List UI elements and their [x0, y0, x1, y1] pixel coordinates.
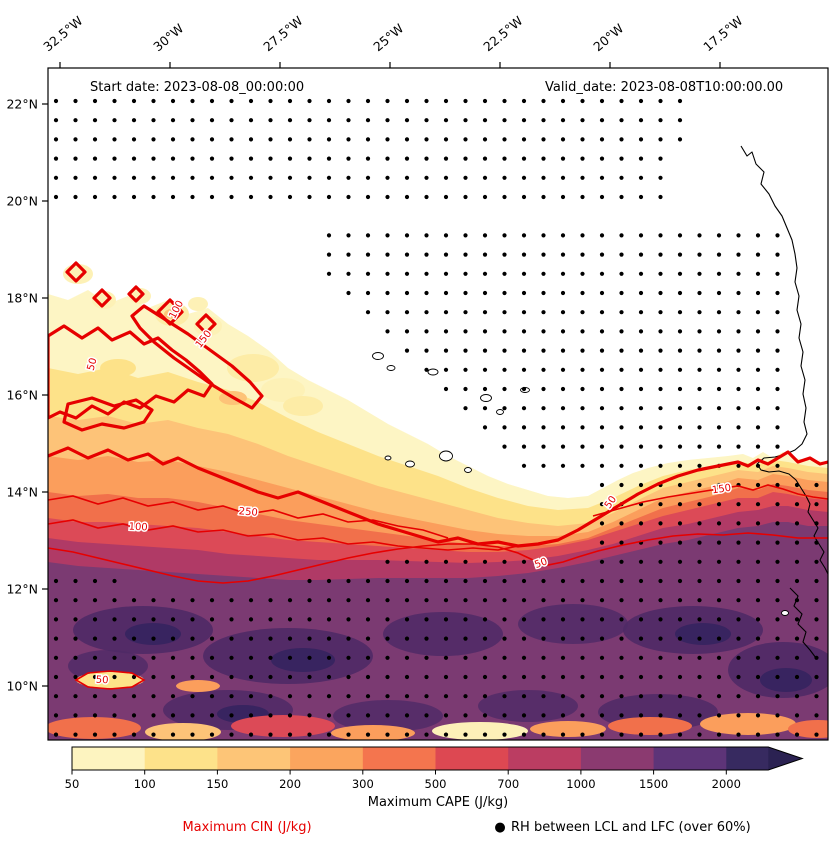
y-tick-label: 22°N: [6, 97, 38, 112]
colorbar-tick-label: 300: [352, 777, 374, 791]
colorbar-tick-label: 100: [134, 777, 156, 791]
colorbar-tick-label: 1500: [639, 777, 668, 791]
cin-contours: [48, 261, 828, 690]
cin-contour-label: 100: [128, 522, 148, 534]
x-tick-label: 27.5°W: [260, 13, 305, 54]
island-outline: [405, 460, 415, 468]
colorbar-tick-label: 700: [497, 777, 519, 791]
cape-field: [48, 264, 828, 740]
island-outline: [464, 467, 472, 473]
colorbar-tick-label: 2000: [712, 777, 741, 791]
colorbar-tick-label: 50: [65, 777, 80, 791]
cin-contour-label: 150: [711, 483, 731, 497]
cin-contour-label: 250: [238, 506, 258, 519]
colorbar-tick-label: 500: [425, 777, 447, 791]
island-outline: [480, 394, 492, 402]
island-outline: [781, 610, 789, 616]
cin-contour-label: 50: [86, 357, 100, 372]
cin-legend-label: Maximum CIN (J/kg): [182, 820, 311, 835]
coastline: [372, 145, 828, 659]
x-tick-label: 20°W: [590, 21, 626, 55]
y-tick-label: 18°N: [6, 291, 38, 306]
colorbar: 50 100 150 200 300 500 700 1000 1500 2000: [65, 746, 804, 791]
colorbar-extend-arrow: [768, 747, 803, 770]
x-tick-label: 17.5°W: [700, 13, 745, 54]
start-date-title: Start date: 2023-08-08_00:00:00: [90, 80, 304, 95]
colorbar-label: Maximum CAPE (J/kg): [368, 795, 508, 810]
y-tick-label: 20°N: [6, 194, 38, 209]
colorbar-tick-label: 150: [206, 777, 228, 791]
y-tick-label: 14°N: [6, 485, 38, 500]
x-tick-label: 25°W: [370, 21, 406, 55]
x-tick-label: 30°W: [150, 21, 186, 55]
valid-date-title: Valid_date: 2023-08-08T10:00:00.00: [545, 80, 783, 95]
y-tick-label: 10°N: [6, 679, 38, 694]
y-tick-label: 12°N: [6, 582, 38, 597]
rh-legend-label: RH between LCL and LFC (over 60%): [511, 820, 751, 835]
x-tick-label: 32.5°W: [40, 13, 85, 54]
cin-contour-label: 50: [95, 675, 108, 687]
rh-stipple-dots: [53, 98, 819, 737]
colorbar-tick-label: 200: [279, 777, 301, 791]
island-outline: [386, 365, 396, 371]
x-tick-label: 22.5°W: [480, 13, 525, 54]
rh-legend-marker-icon: ●: [494, 820, 505, 835]
island-outline: [384, 455, 392, 461]
colorbar-tick-label: 1000: [566, 777, 595, 791]
island-outline: [496, 409, 504, 415]
plot-frame: [47, 67, 829, 741]
y-tick-label: 16°N: [6, 388, 38, 403]
island-outline: [372, 352, 384, 360]
island-outline: [427, 368, 439, 376]
island-outline: [439, 450, 453, 462]
